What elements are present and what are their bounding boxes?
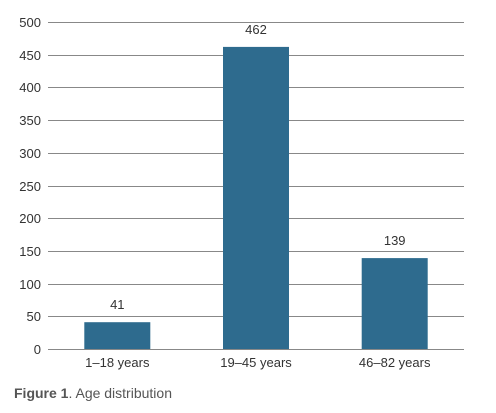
bars — [84, 46, 428, 350]
x-tick-label: 19–45 years — [220, 355, 292, 370]
y-tick-label: 400 — [19, 80, 41, 95]
data-labels: 41 462 139 — [110, 22, 405, 312]
y-tick-label: 150 — [19, 244, 41, 259]
y-tick-label: 300 — [19, 146, 41, 161]
y-tick-label: 500 — [19, 15, 41, 30]
y-axis-tick-labels: 0 50 100 150 200 250 300 350 400 450 500 — [19, 15, 41, 357]
bar — [223, 46, 289, 350]
y-tick-label: 0 — [34, 342, 41, 357]
y-tick-label: 50 — [27, 309, 41, 324]
y-tick-label: 200 — [19, 211, 41, 226]
bar — [361, 258, 428, 349]
figure-caption-text: . Age distribution — [68, 385, 172, 401]
x-axis-tick-labels: 1–18 years 19–45 years 46–82 years — [85, 355, 431, 370]
y-tick-label: 450 — [19, 48, 41, 63]
y-tick-label: 350 — [19, 113, 41, 128]
figure-caption-label: Figure 1 — [14, 385, 69, 401]
bar-data-label: 139 — [384, 233, 406, 248]
bar — [84, 322, 151, 349]
bar-data-label: 41 — [110, 297, 124, 312]
y-tick-label: 100 — [19, 277, 41, 292]
y-tick-label: 250 — [19, 179, 41, 194]
x-tick-label: 1–18 years — [85, 355, 150, 370]
bar-data-label: 462 — [245, 22, 267, 37]
x-tick-label: 46–82 years — [359, 355, 431, 370]
figure-caption: Figure 1. Age distribution — [14, 385, 172, 401]
